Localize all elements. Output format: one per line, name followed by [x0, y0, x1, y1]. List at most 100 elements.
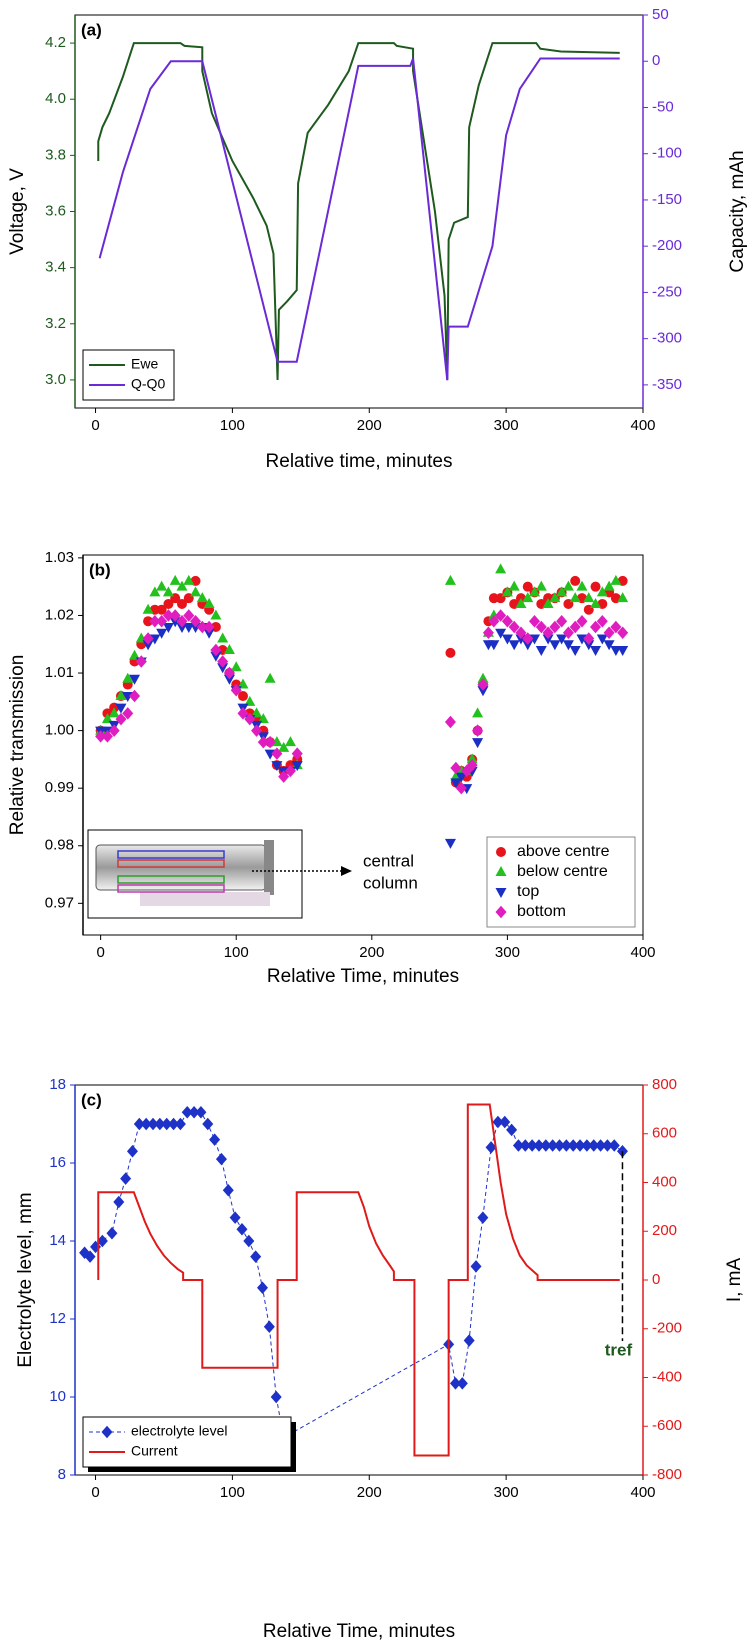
marker: [243, 1234, 255, 1248]
marker: [115, 712, 127, 726]
marker: [542, 626, 554, 639]
marker: [445, 647, 456, 658]
marker: [278, 770, 290, 783]
marker: [210, 643, 222, 657]
marker: [181, 1106, 193, 1119]
region-box: [117, 850, 225, 859]
marker: [176, 580, 188, 591]
legend-box: [82, 349, 175, 401]
series-line: [97, 42, 620, 380]
marker: [450, 770, 462, 781]
y2-tick-label: -400: [652, 1368, 682, 1385]
marker: [223, 674, 235, 685]
marker: [529, 614, 541, 628]
marker: [257, 1281, 269, 1295]
y-tick-label: 10: [49, 1388, 66, 1405]
marker: [237, 678, 249, 689]
y-tick-label: 3.0: [45, 371, 66, 388]
marker: [169, 574, 181, 585]
marker: [542, 634, 554, 645]
marker: [617, 592, 629, 603]
marker: [168, 1117, 180, 1131]
y2-tick-label: -300: [652, 330, 682, 347]
y-tick-label: 12: [49, 1310, 66, 1327]
marker: [271, 761, 283, 772]
marker: [156, 580, 168, 591]
marker: [203, 620, 215, 634]
y2-tick-label: 600: [652, 1125, 677, 1142]
legend-marker: [496, 847, 506, 857]
marker: [250, 1250, 262, 1263]
y-tick-label: 3.2: [45, 315, 66, 332]
marker: [96, 1234, 108, 1248]
marker: [488, 614, 500, 628]
marker: [209, 1133, 221, 1146]
marker: [466, 753, 478, 764]
y-tick-label: 1.01: [45, 664, 74, 681]
x-tick-label: 400: [630, 944, 655, 961]
y-tick-label: 18: [49, 1076, 66, 1093]
legend-marker: [495, 888, 507, 898]
marker: [596, 634, 608, 645]
marker: [450, 778, 462, 789]
marker: [450, 761, 462, 775]
marker: [472, 724, 484, 737]
marker: [466, 758, 478, 772]
marker: [238, 691, 248, 702]
y-tick-label: 0.97: [45, 894, 74, 911]
marker: [508, 640, 520, 651]
marker: [595, 1139, 607, 1152]
marker: [522, 592, 534, 603]
marker: [477, 672, 489, 683]
marker: [472, 707, 484, 718]
marker: [163, 598, 174, 609]
region-box: [117, 875, 225, 884]
marker: [183, 609, 195, 622]
x-tick-label: 300: [494, 1484, 519, 1501]
marker: [569, 592, 581, 603]
marker: [508, 620, 520, 634]
marker: [115, 690, 127, 701]
x-tick-label: 0: [91, 417, 99, 434]
y2-tick-label: -800: [652, 1466, 682, 1483]
y-axis-label: Voltage, V: [7, 168, 28, 255]
marker: [522, 581, 533, 592]
marker: [236, 1223, 248, 1236]
marker: [106, 1226, 118, 1240]
annotation: central: [363, 851, 414, 870]
legend-label: below centre: [517, 863, 608, 880]
marker: [581, 1139, 593, 1152]
marker: [195, 1106, 207, 1119]
marker: [556, 586, 568, 597]
y2-tick-label: -600: [652, 1417, 682, 1434]
marker: [162, 609, 174, 622]
marker: [237, 707, 249, 720]
marker: [264, 672, 276, 683]
marker: [149, 586, 161, 597]
marker: [495, 609, 507, 622]
marker: [162, 622, 174, 633]
x-tick-label: 300: [494, 417, 519, 434]
y2-tick-label: 400: [652, 1173, 677, 1190]
marker: [222, 1184, 234, 1197]
marker: [223, 666, 235, 680]
legend-marker: [101, 1425, 113, 1439]
marker: [576, 580, 588, 591]
marker: [583, 632, 595, 645]
marker: [455, 781, 467, 795]
marker: [203, 628, 215, 639]
series-line: [84, 1111, 623, 1435]
inset-image: [87, 829, 352, 919]
marker: [147, 1117, 159, 1131]
marker: [244, 712, 256, 726]
marker: [156, 628, 168, 639]
marker: [95, 730, 107, 743]
marker: [202, 1117, 214, 1131]
marker: [263, 1320, 275, 1334]
marker: [560, 1139, 572, 1152]
x-tick-label: 100: [224, 944, 249, 961]
marker: [526, 1139, 538, 1152]
marker: [590, 646, 602, 656]
marker: [463, 1334, 475, 1347]
marker: [143, 616, 154, 627]
